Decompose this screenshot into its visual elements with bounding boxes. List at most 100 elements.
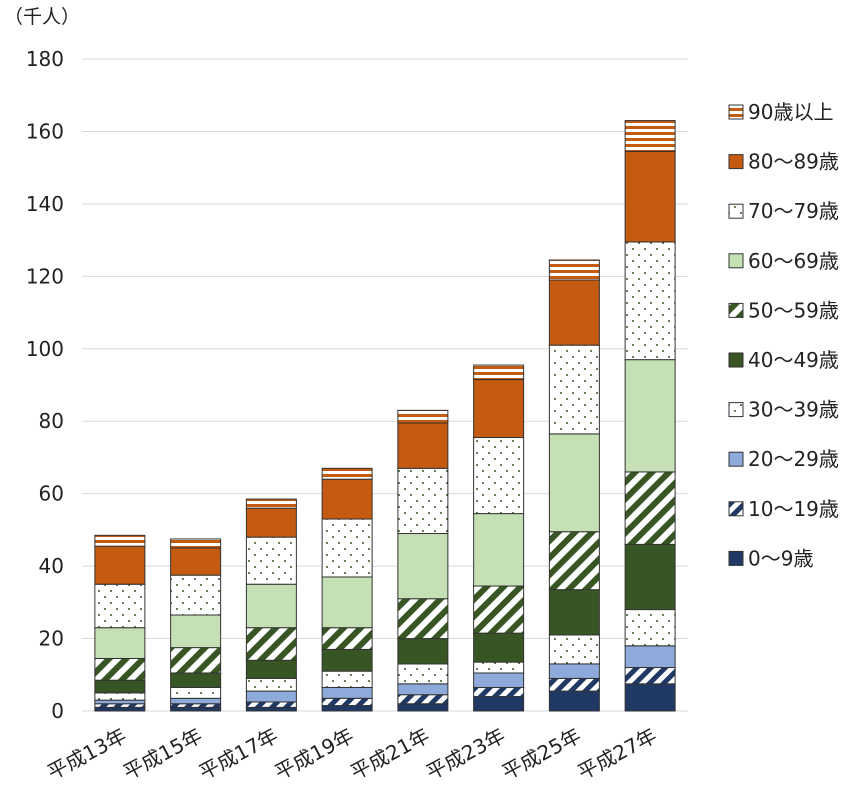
bar-segment [170,614,222,649]
legend-swatch [728,550,744,566]
bar-segment [624,683,676,712]
bar-segment [170,703,222,708]
bar-stack [397,409,449,712]
x-tick-label: 平成23年 [422,723,509,784]
legend-swatch [728,302,744,318]
legend: 90歳以上 80～89歳 70～79歳 60～69歳 50～59歳 40～49歳 30～39… [728,100,839,570]
legend-item: 0～9歳 [728,546,813,570]
bar-segment [548,344,600,435]
bar-segment [170,686,222,699]
bar-segment [94,657,146,681]
bar-segment [321,648,373,672]
legend-label: 0～9歳 [748,546,813,570]
bar-stacks [94,120,676,712]
bar-stack [548,259,600,712]
bar-segment [397,663,449,685]
bar-segment [473,379,525,439]
bar-segment [548,531,600,591]
bar-segment [94,703,146,708]
bar-segment [321,697,373,707]
legend-swatch [728,253,744,269]
bar-segment [473,585,525,634]
y-tick-label: 80 [39,409,64,433]
bar-segment [170,547,222,576]
x-tick-label: 平成15年 [119,723,206,784]
bar-segment [94,627,146,659]
legend-item: 90歳以上 [728,100,833,124]
bar-stack [170,538,222,712]
legend-label: 20～29歳 [748,447,839,471]
bar-segment [245,583,297,629]
bar-segment [473,672,525,688]
legend-swatch [728,154,744,170]
bar-segment [624,667,676,685]
legend-item: 30～39歳 [728,398,839,422]
y-tick-label: 20 [39,627,64,651]
y-tick-label: 120 [26,264,64,288]
bar-segment [321,518,373,578]
legend-swatch [728,104,744,120]
x-tick-label: 平成17年 [195,723,282,784]
x-tick-label: 平成27年 [574,723,661,784]
bar-segment [548,663,600,679]
bar-segment [94,583,146,629]
legend-label: 70～79歳 [748,199,839,223]
legend-swatch [728,352,744,368]
bar-segment [473,686,525,698]
bar-segment [94,699,146,705]
bar-segment [94,534,146,547]
legend-label: 60～69歳 [748,249,839,273]
bar-segment [624,150,676,243]
bar-segment [473,632,525,663]
bar-segment [245,498,297,509]
bar-segment [473,437,525,515]
bar-segment [397,467,449,535]
bar-segment [170,538,222,549]
legend-label: 80～89歳 [748,150,839,174]
bar-segment [473,661,525,674]
bar-stack [94,534,146,712]
bar-segment [624,645,676,669]
legend-item: 60～69歳 [728,249,839,273]
bar-segment [548,589,600,636]
y-axis-ticks: 0 20 40 60 80 100 120 140 160 180 [26,47,64,723]
bar-segment [170,706,222,712]
x-tick-label: 平成19年 [271,723,358,784]
bar-segment [170,574,222,616]
legend-item: 80～89歳 [728,150,839,174]
y-tick-label: 100 [26,337,64,361]
legend-label: 50～59歳 [748,298,839,322]
bar-segment [473,513,525,587]
bar-segment [473,364,525,381]
bar-segment [321,467,373,480]
bar-segment [245,659,297,679]
legend-item: 70～79歳 [728,199,839,223]
bar-segment [624,543,676,611]
legend-label: 10～19歳 [748,497,839,521]
bar-stack [624,120,676,712]
bar-segment [397,638,449,665]
bar-segment [94,692,146,701]
bar-segment [245,701,297,708]
bar-segment [397,683,449,696]
bar-segment [245,627,297,661]
legend-swatch [728,203,744,219]
bar-segment [397,422,449,469]
y-tick-label: 40 [39,554,64,578]
legend-item: 10～19歳 [728,497,839,521]
bar-segment [548,259,600,281]
bar-segment [397,694,449,705]
bar-stack [473,364,525,712]
bar-segment [94,679,146,694]
bar-segment [170,672,222,688]
legend-label: 40～49歳 [748,348,839,372]
bar-segment [170,697,222,705]
bar-segment [397,703,449,712]
bar-segment [473,696,525,712]
bar-segment [94,706,146,712]
unit-label: （千人） [4,6,80,28]
y-tick-label: 180 [26,47,64,71]
bar-segment [624,120,676,152]
x-tick-label: 平成21年 [347,723,434,784]
